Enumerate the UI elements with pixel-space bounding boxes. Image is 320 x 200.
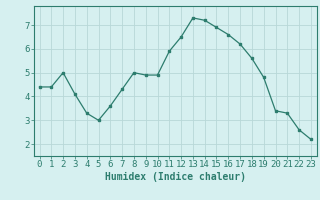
- X-axis label: Humidex (Indice chaleur): Humidex (Indice chaleur): [105, 172, 246, 182]
